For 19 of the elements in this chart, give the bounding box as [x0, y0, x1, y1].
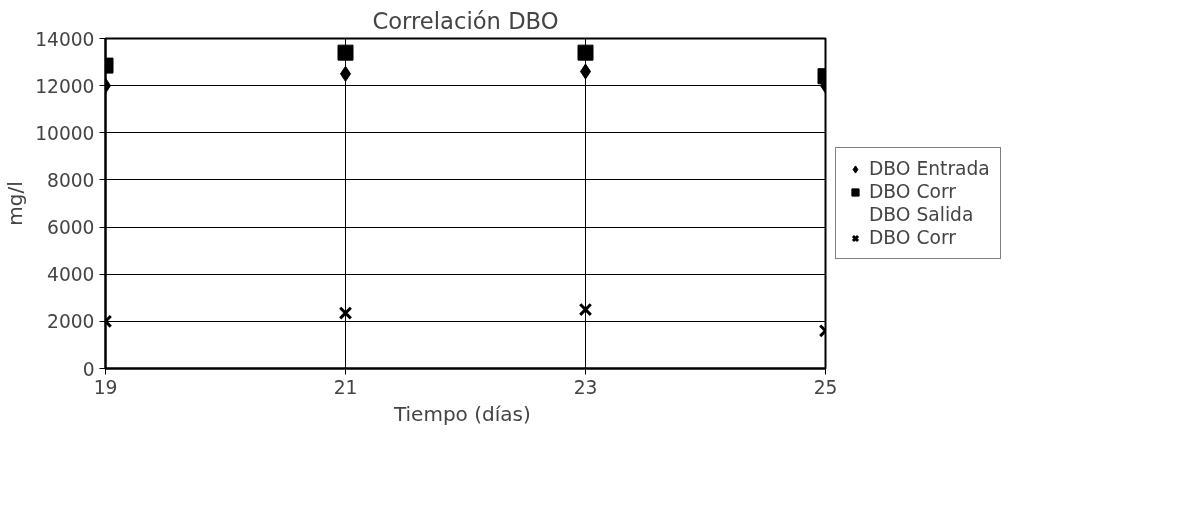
y-tick-label: 4000 [47, 264, 95, 286]
y-tick-label: 14000 [35, 28, 95, 50]
x-tick-label: 19 [93, 376, 118, 398]
text: DBO Salida [869, 204, 974, 225]
x-axis-title: Tiempo (días) [392, 401, 531, 426]
y-tick-label: 8000 [47, 169, 95, 191]
x-tick-label: 25 [813, 376, 838, 398]
y-tick-label: 2000 [47, 311, 95, 333]
chart-title: Correlación DBO [372, 7, 559, 34]
y-tick-label: 6000 [47, 217, 95, 239]
legend-label: DBO Corr [869, 227, 956, 248]
x-tick-label: 23 [573, 376, 598, 398]
y-tick-label: 10000 [35, 122, 95, 144]
legend-label: DBO Corr [869, 181, 956, 202]
legend-label: DBO Entrada [869, 158, 990, 179]
y-tick-label: 0 [82, 358, 95, 380]
y-tick-label: 12000 [35, 75, 95, 97]
y-axis-title: mg/l [3, 181, 28, 226]
x-tick-label: 21 [333, 376, 358, 398]
